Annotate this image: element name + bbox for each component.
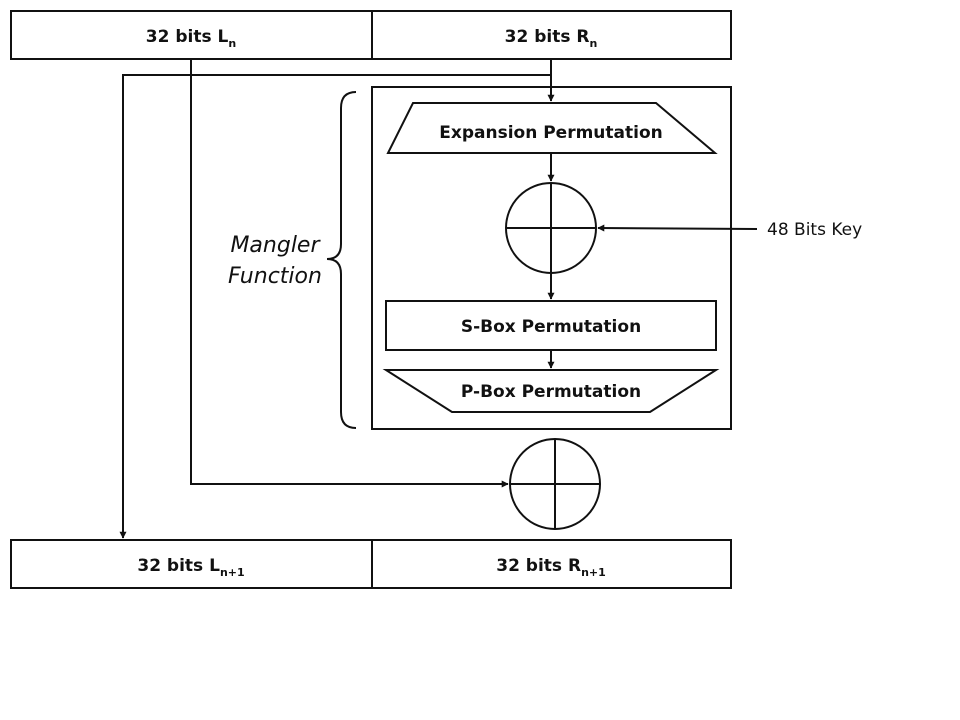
key-xor-icon [505,182,597,274]
mangler-brace [326,91,357,429]
top-registers: 32 bits Ln 32 bits Rn [10,10,732,60]
mangler-function-title-line2: Function [228,264,322,289]
top-left-register-box [10,10,373,60]
key-label: 48 Bits Key [767,220,862,240]
expansion-permutation-block [386,102,718,154]
expansion-permutation-label: Expansion Permutation [439,123,663,143]
key-to-xor-arrow [597,224,758,232]
bottom-right-register-label: 32 bits Rn+1 [496,556,606,579]
bottom-right-register-box [371,539,732,589]
bottom-left-register-label: 32 bits Ln+1 [137,556,244,579]
sbox-permutation-label: S-Box Permutation [461,317,641,337]
pbox-permutation-block [382,369,720,413]
rn-to-ln1-arrow [119,74,551,539]
connectors [119,59,758,539]
bottom-registers: 32 bits Ln+1 32 bits Rn+1 [10,539,732,589]
top-right-register-box [371,10,732,60]
top-left-register-label: 32 bits Ln [146,27,236,50]
ln-to-final-xor-arrow [190,59,509,488]
pbox-permutation-label: P-Box Permutation [461,382,641,402]
top-right-register-label: 32 bits Rn [505,27,598,50]
mangler-function-title-line1: Mangler [230,233,321,258]
bottom-left-register-box [10,539,373,589]
left-xor-icon [509,438,601,530]
